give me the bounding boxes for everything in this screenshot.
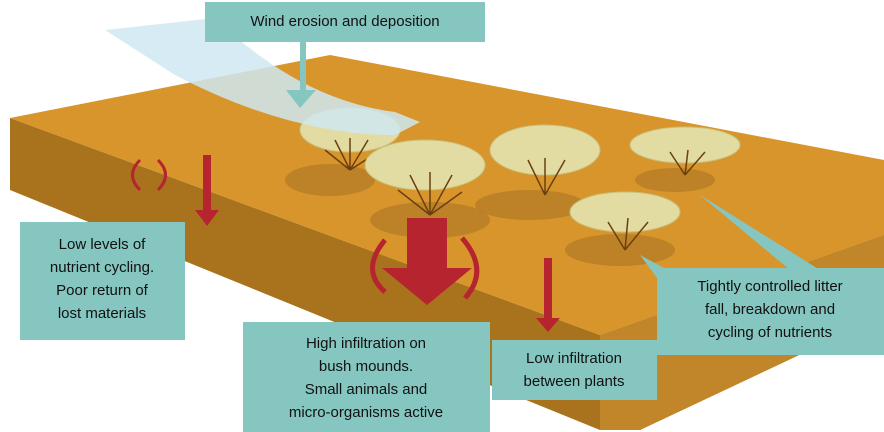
label-text: lost materials [58,305,146,322]
label-text: Low levels of [59,236,147,253]
label-text: Tightly controlled litter [697,278,842,295]
label-text: cycling of nutrients [708,324,832,341]
label-text: Poor return of [56,282,149,299]
label-text: Low infiltration [526,350,622,367]
diagram: Wind erosion and deposition Low levels of… [0,0,884,432]
label-text: Wind erosion and deposition [250,13,439,30]
label-text: High infiltration on [306,335,426,352]
label-text: nutrient cycling. [50,259,154,276]
label-text: between plants [524,373,625,390]
label-text: bush mounds. [319,358,413,375]
label-text: fall, breakdown and [705,301,835,318]
label-text: Small animals and [305,381,428,398]
label-text: micro-organisms active [289,404,443,421]
